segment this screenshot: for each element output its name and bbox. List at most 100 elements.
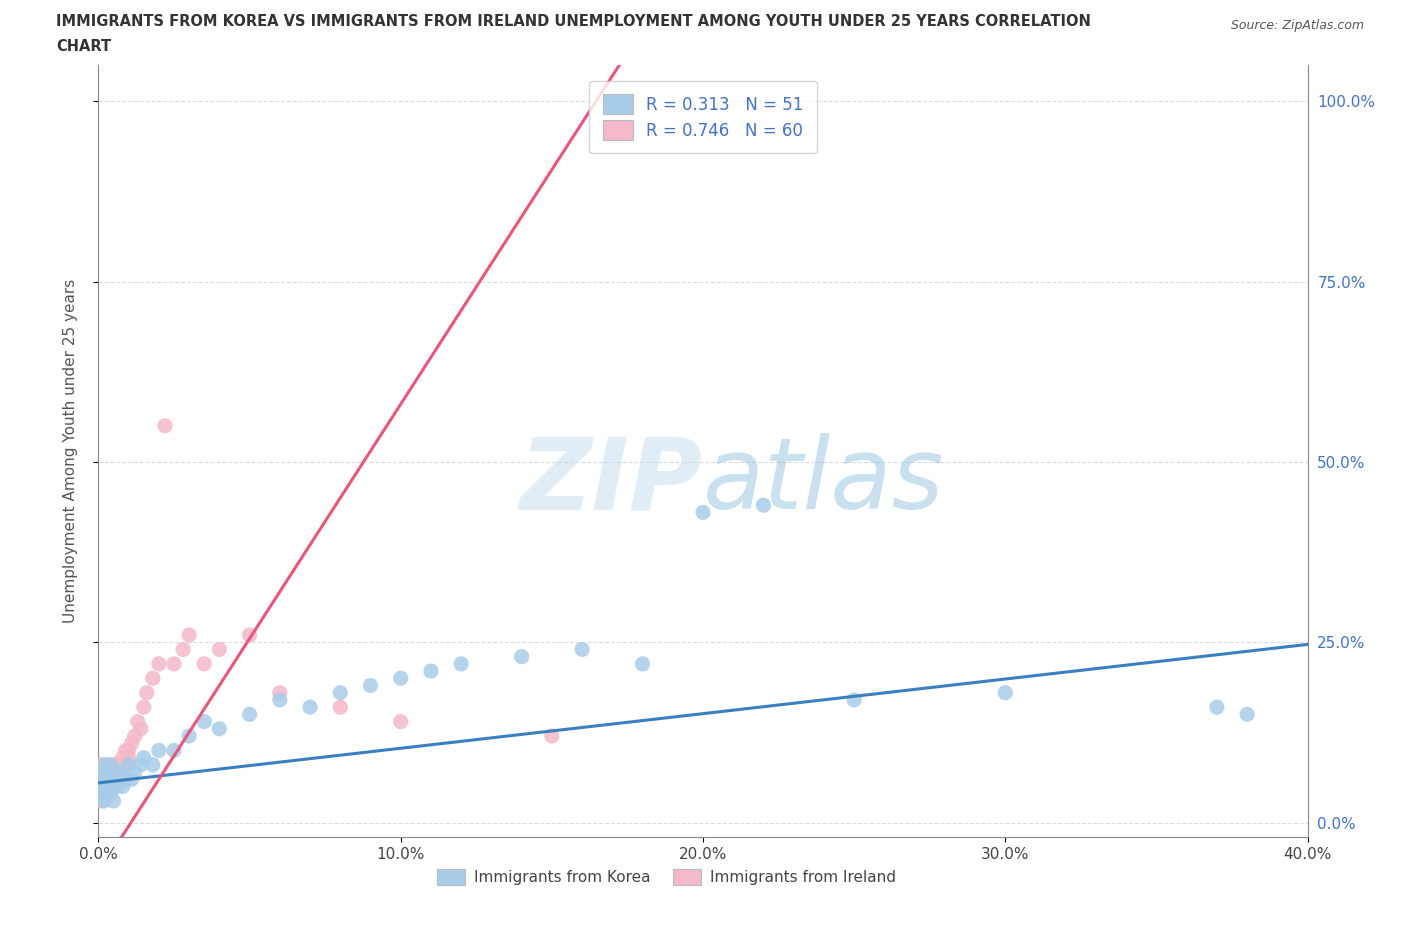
Point (142, 757, 165, 772)
Point (105, 772, 128, 787)
Point (90, 786, 112, 801)
Point (93, 764, 115, 779)
Point (299, 699, 322, 714)
Point (127, 714, 149, 729)
Point (100, 772, 122, 787)
Point (90, 772, 112, 787)
Point (540, 728, 562, 743)
Point (114, 757, 136, 772)
Point (105, 779, 128, 794)
Point (118, 743, 141, 758)
Point (193, 657, 215, 671)
Point (93, 757, 115, 772)
Point (103, 772, 125, 787)
Point (100, 779, 122, 794)
Point (752, 498, 775, 512)
Point (90, 779, 112, 794)
Point (103, 779, 125, 794)
Point (208, 642, 231, 657)
Point (90, 793, 112, 808)
Point (153, 418, 176, 433)
Point (389, 671, 412, 685)
Point (844, 693, 866, 708)
Point (132, 751, 155, 765)
Point (103, 764, 125, 779)
Point (111, 779, 134, 794)
Point (96, 757, 118, 772)
Point (269, 685, 291, 700)
Point (135, 685, 157, 700)
Point (108, 764, 131, 779)
Point (193, 714, 215, 729)
Point (239, 707, 262, 722)
Point (129, 757, 152, 772)
Point (93, 779, 115, 794)
Point (389, 714, 412, 729)
Point (450, 657, 472, 671)
Point (105, 764, 128, 779)
Point (111, 772, 134, 787)
Point (1236, 707, 1258, 722)
Point (121, 736, 143, 751)
Point (100, 786, 122, 801)
Point (103, 757, 125, 772)
Legend: Immigrants from Korea, Immigrants from Ireland: Immigrants from Korea, Immigrants from I… (432, 863, 903, 891)
Point (103, 764, 125, 779)
Point (105, 772, 128, 787)
Point (93, 772, 115, 787)
Point (208, 722, 231, 737)
Point (148, 657, 170, 671)
Point (1206, 699, 1229, 714)
Text: atlas: atlas (703, 433, 945, 530)
Point (90, 764, 112, 779)
Point (96, 764, 118, 779)
Point (118, 757, 141, 772)
Point (100, 772, 122, 787)
Point (96, 786, 118, 801)
Point (420, 664, 443, 679)
Point (114, 743, 136, 758)
Y-axis label: Unemployment Among Youth under 25 years: Unemployment Among Youth under 25 years (63, 279, 77, 623)
Point (510, 649, 533, 664)
Point (90, 779, 112, 794)
Point (96, 779, 118, 794)
Point (108, 757, 131, 772)
Point (96, 772, 118, 787)
Point (124, 728, 146, 743)
Point (111, 751, 134, 765)
Point (994, 685, 1017, 700)
Point (105, 779, 128, 794)
Point (96, 772, 118, 787)
Point (90, 764, 112, 779)
Point (239, 628, 262, 643)
Point (93, 772, 115, 787)
Point (631, 657, 654, 671)
Point (142, 671, 165, 685)
Point (96, 786, 118, 801)
Text: ZIP: ZIP (520, 433, 703, 530)
Point (360, 678, 382, 693)
Point (96, 764, 118, 779)
Point (179, 628, 201, 643)
Point (571, 642, 593, 657)
Point (108, 764, 131, 779)
Point (121, 772, 143, 787)
Text: CHART: CHART (56, 39, 111, 54)
Point (114, 772, 136, 787)
Point (100, 786, 122, 801)
Point (148, 743, 170, 758)
Point (93, 779, 115, 794)
Point (179, 728, 201, 743)
Point (93, 786, 115, 801)
Point (163, 657, 186, 671)
Point (90, 786, 112, 801)
Point (269, 693, 291, 708)
Point (103, 793, 125, 808)
Point (96, 772, 118, 787)
Point (100, 757, 122, 772)
Point (93, 764, 115, 779)
Point (96, 779, 118, 794)
Point (90, 779, 112, 794)
Point (90, 772, 112, 787)
Point (132, 699, 155, 714)
